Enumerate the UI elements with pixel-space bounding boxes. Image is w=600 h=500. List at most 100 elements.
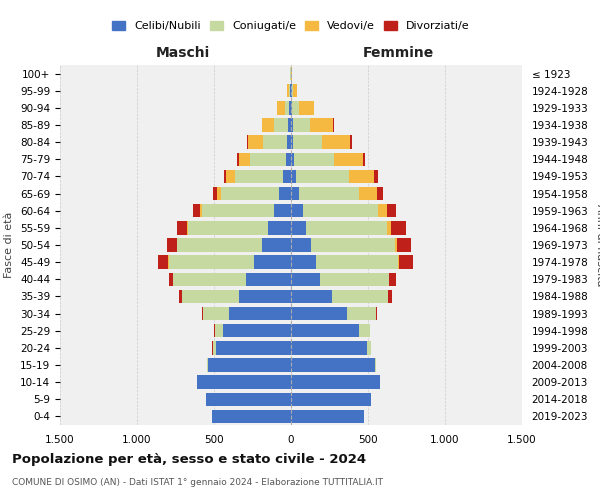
Bar	[213, 187, 217, 200]
Bar	[359, 324, 370, 338]
Text: Maschi: Maschi	[156, 46, 211, 60]
Bar	[333, 118, 334, 132]
Bar	[263, 136, 287, 149]
Bar	[169, 256, 254, 269]
Bar	[197, 376, 291, 389]
Bar	[289, 84, 290, 98]
Bar	[378, 204, 387, 218]
Y-axis label: Fasce di età: Fasce di età	[4, 212, 14, 278]
Text: COMUNE DI OSIMO (AN) - Dati ISTAT 1° gennaio 2024 - Elaborazione TUTTITALIA.IT: COMUNE DI OSIMO (AN) - Dati ISTAT 1° gen…	[12, 478, 383, 487]
Bar	[262, 238, 291, 252]
Bar	[291, 290, 332, 303]
Bar	[254, 256, 291, 269]
Bar	[293, 136, 322, 149]
Bar	[215, 324, 223, 338]
Bar	[293, 118, 310, 132]
Bar	[292, 101, 299, 114]
Bar	[310, 118, 333, 132]
Bar	[291, 324, 359, 338]
Bar	[307, 221, 387, 234]
Bar	[177, 238, 262, 252]
Bar	[158, 256, 169, 269]
Bar	[229, 307, 291, 320]
Bar	[291, 341, 367, 354]
Bar	[250, 152, 286, 166]
Bar	[224, 170, 226, 183]
Bar	[320, 272, 389, 286]
Y-axis label: Anni di nascita: Anni di nascita	[595, 204, 600, 286]
Bar	[332, 290, 388, 303]
Bar	[362, 152, 365, 166]
Bar	[304, 204, 378, 218]
Bar	[334, 152, 362, 166]
Bar	[350, 136, 352, 149]
Bar	[248, 136, 263, 149]
Bar	[202, 204, 274, 218]
Bar	[213, 341, 215, 354]
Bar	[376, 307, 377, 320]
Bar	[375, 358, 376, 372]
Bar	[291, 410, 364, 423]
Bar	[169, 272, 173, 286]
Bar	[291, 118, 293, 132]
Bar	[179, 290, 182, 303]
Bar	[167, 238, 177, 252]
Bar	[294, 152, 334, 166]
Bar	[291, 170, 296, 183]
Bar	[173, 272, 247, 286]
Bar	[291, 187, 299, 200]
Bar	[247, 272, 291, 286]
Bar	[322, 136, 350, 149]
Bar	[287, 84, 289, 98]
Bar	[291, 238, 311, 252]
Bar	[311, 238, 395, 252]
Bar	[397, 238, 412, 252]
Bar	[274, 204, 291, 218]
Bar	[299, 187, 359, 200]
Bar	[291, 392, 371, 406]
Bar	[398, 256, 399, 269]
Bar	[292, 84, 293, 98]
Bar	[359, 187, 377, 200]
Bar	[291, 152, 294, 166]
Bar	[193, 204, 200, 218]
Bar	[388, 290, 392, 303]
Bar	[291, 136, 293, 149]
Bar	[291, 84, 292, 98]
Text: Popolazione per età, sesso e stato civile - 2024: Popolazione per età, sesso e stato civil…	[12, 452, 366, 466]
Bar	[389, 272, 396, 286]
Bar	[367, 341, 371, 354]
Bar	[268, 221, 291, 234]
Bar	[177, 221, 187, 234]
Bar	[274, 118, 288, 132]
Bar	[395, 238, 397, 252]
Bar	[215, 341, 291, 354]
Bar	[203, 307, 229, 320]
Bar	[239, 290, 291, 303]
Bar	[277, 101, 284, 114]
Bar	[299, 101, 314, 114]
Bar	[226, 170, 235, 183]
Bar	[291, 101, 292, 114]
Bar	[235, 170, 283, 183]
Bar	[237, 152, 239, 166]
Bar	[290, 84, 291, 98]
Bar	[316, 256, 398, 269]
Bar	[212, 410, 291, 423]
Bar	[291, 221, 307, 234]
Bar	[239, 152, 250, 166]
Bar	[208, 358, 291, 372]
Bar	[262, 118, 274, 132]
Bar	[347, 307, 376, 320]
Bar	[223, 324, 291, 338]
Bar	[187, 221, 188, 234]
Bar	[399, 256, 413, 269]
Bar	[387, 204, 396, 218]
Bar	[291, 272, 320, 286]
Bar	[296, 170, 349, 183]
Bar	[377, 187, 383, 200]
Bar	[291, 376, 380, 389]
Bar	[188, 221, 268, 234]
Bar	[288, 118, 291, 132]
Bar	[283, 170, 291, 183]
